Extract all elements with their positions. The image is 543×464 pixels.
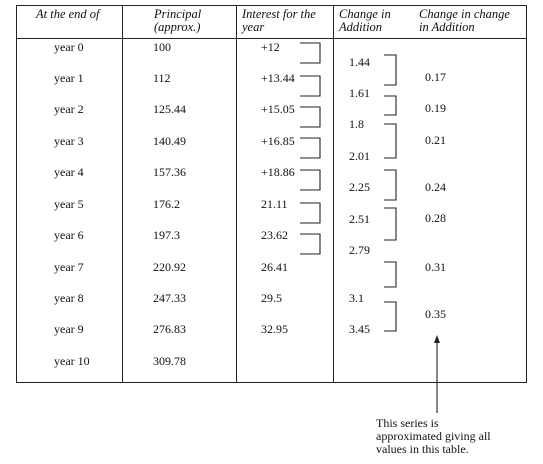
header-change-in-change-sub: in Addition xyxy=(419,20,475,34)
interest-cell: +12 xyxy=(261,40,280,54)
header-change-in-addition-sub: Addition xyxy=(339,20,383,34)
principal-cell: 100 xyxy=(153,40,171,54)
bracket xyxy=(384,123,397,159)
change-in-change-cell: 0.21 xyxy=(425,133,446,147)
year-cell: year 2 xyxy=(54,102,84,116)
bracket xyxy=(384,169,397,201)
year-cell: year 0 xyxy=(54,40,84,54)
principal-cell: 112 xyxy=(153,71,171,85)
note-line: values in this table. xyxy=(376,442,469,456)
interest-cell: 21.11 xyxy=(261,197,288,211)
change-in-addition-cell: 1.61 xyxy=(349,86,370,100)
column-divider xyxy=(122,5,123,383)
table-frame xyxy=(16,5,527,383)
bracket xyxy=(300,75,321,97)
principal-cell: 276.83 xyxy=(153,322,186,336)
principal-cell: 125.44 xyxy=(153,102,186,116)
change-in-change-cell: 0.19 xyxy=(425,101,446,115)
bracket xyxy=(300,233,321,255)
header-end-of: At the end of xyxy=(36,7,100,21)
year-cell: year 4 xyxy=(54,165,84,179)
interest-cell: 26.41 xyxy=(261,260,288,274)
header-interest: Interest for the xyxy=(242,7,316,21)
year-cell: year 5 xyxy=(54,197,84,211)
header-principal: Principal xyxy=(154,7,202,21)
interest-cell: +15.05 xyxy=(261,102,295,116)
change-in-change-cell: 0.24 xyxy=(425,180,446,194)
interest-cell: +18.86 xyxy=(261,165,295,179)
header-principal-sub: (approx.) xyxy=(154,20,201,34)
change-in-addition-cell: 3.1 xyxy=(349,291,364,305)
bracket xyxy=(300,169,321,191)
bracket xyxy=(384,207,397,241)
header-change-in-change: Change in change xyxy=(419,7,510,21)
note-line: This series is xyxy=(376,416,439,430)
change-in-change-cell: 0.35 xyxy=(425,307,446,321)
bracket xyxy=(384,54,397,86)
change-in-addition-cell: 2.79 xyxy=(349,243,370,257)
bracket xyxy=(300,137,321,159)
year-cell: year 6 xyxy=(54,228,84,242)
bracket xyxy=(300,106,321,128)
year-cell: year 3 xyxy=(54,134,84,148)
change-in-change-cell: 0.28 xyxy=(425,211,446,225)
change-in-addition-cell: 2.25 xyxy=(349,180,370,194)
bracket xyxy=(384,301,397,332)
interest-cell: 29.5 xyxy=(261,291,282,305)
change-in-addition-cell: 1.8 xyxy=(349,117,364,131)
principal-cell: 247.33 xyxy=(153,291,186,305)
principal-cell: 176.2 xyxy=(153,197,180,211)
principal-cell: 309.78 xyxy=(153,354,186,368)
change-in-change-cell: 0.31 xyxy=(425,260,446,274)
bracket xyxy=(384,95,397,116)
annotation-note: This series is approximated giving all v… xyxy=(376,417,491,456)
header-divider xyxy=(16,38,527,39)
year-cell: year 8 xyxy=(54,291,84,305)
change-in-addition-cell: 3.45 xyxy=(349,322,370,336)
change-in-addition-cell: 2.01 xyxy=(349,149,370,163)
arrow-head-icon xyxy=(434,335,440,343)
header-interest-sub: year xyxy=(242,20,265,34)
interest-cell: +13.44 xyxy=(261,71,295,85)
header-change-in-addition: Change in xyxy=(339,7,391,21)
interest-cell: 32.95 xyxy=(261,322,288,336)
column-divider xyxy=(236,5,237,383)
year-cell: year 7 xyxy=(54,260,84,274)
year-cell: year 10 xyxy=(54,354,90,368)
change-in-change-cell: 0.17 xyxy=(425,70,446,84)
interest-cell: 23.62 xyxy=(261,228,288,242)
change-in-addition-cell: 1.44 xyxy=(349,55,370,69)
bracket xyxy=(384,261,397,288)
principal-cell: 197.3 xyxy=(153,228,180,242)
principal-cell: 140.49 xyxy=(153,134,186,148)
year-cell: year 1 xyxy=(54,71,84,85)
column-divider xyxy=(333,5,334,383)
interest-cell: +16.85 xyxy=(261,134,295,148)
bracket xyxy=(300,42,321,64)
principal-cell: 157.36 xyxy=(153,165,186,179)
note-line: approximated giving all xyxy=(376,429,491,443)
principal-cell: 220.92 xyxy=(153,260,186,274)
change-in-addition-cell: 2.51 xyxy=(349,212,370,226)
bracket xyxy=(300,202,321,224)
year-cell: year 9 xyxy=(54,322,84,336)
